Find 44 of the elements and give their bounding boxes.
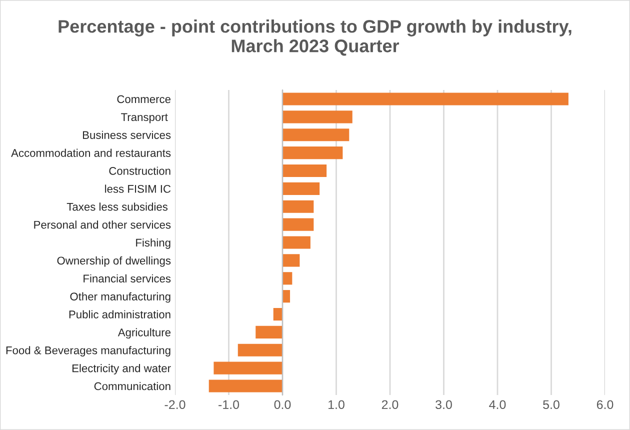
y-tick-label: Financial services <box>84 274 171 283</box>
x-tick-label: 2.0 <box>382 400 398 410</box>
x-tick-label: 0.0 <box>274 400 291 410</box>
bar <box>282 146 343 160</box>
y-tick-label: Other manufacturing <box>70 292 170 303</box>
y-tick-label: Fishing <box>136 238 170 249</box>
y-tick-label: Business services <box>82 130 171 139</box>
bar <box>273 308 282 321</box>
bar <box>282 92 568 106</box>
y-tick-label: Commerce <box>117 95 171 104</box>
y-tick-label: Public administration <box>69 310 170 318</box>
x-tick-label: 3.0 <box>436 400 452 410</box>
y-tick-label: Taxes less subsidies <box>66 202 168 211</box>
y-tick-label: Accommodation and restaurants <box>11 148 171 157</box>
y-tick-label: Personal and other services <box>34 220 171 229</box>
bar <box>282 290 290 303</box>
bar <box>282 200 314 213</box>
x-tick-label: 1.0 <box>328 400 344 410</box>
bar <box>208 380 282 392</box>
y-tick-label: Transport <box>121 113 168 124</box>
chart-title: Percentage - point contributions to GDP growth by industry, March 2023 Quarter <box>58 20 572 56</box>
x-tick-label: 5.0 <box>543 400 560 410</box>
bar <box>282 254 300 267</box>
y-tick-label: Electricity and water <box>72 364 171 374</box>
bar <box>282 218 314 231</box>
bar <box>282 272 292 285</box>
bar <box>214 362 282 374</box>
y-tick-label: Agriculture <box>118 328 171 339</box>
bar <box>282 110 352 124</box>
bar <box>282 128 350 142</box>
x-tick-label: 4.0 <box>489 400 506 410</box>
y-tick-label: Ownership of dwellings <box>57 256 171 267</box>
y-tick-label: Construction <box>109 166 170 175</box>
bar <box>282 236 310 249</box>
y-tick-label: Communication <box>94 382 170 390</box>
x-tick-label: -1.0 <box>218 400 240 410</box>
bar <box>256 326 282 338</box>
x-tick-label: 6.0 <box>596 400 614 410</box>
y-tick-label: Food & Beverages manufacturing <box>6 346 170 356</box>
bar <box>282 182 320 195</box>
bar <box>238 344 282 356</box>
bar <box>282 164 327 178</box>
y-tick-label: less FISIM IC <box>105 184 171 193</box>
x-tick-label: -2.0 <box>164 400 186 410</box>
